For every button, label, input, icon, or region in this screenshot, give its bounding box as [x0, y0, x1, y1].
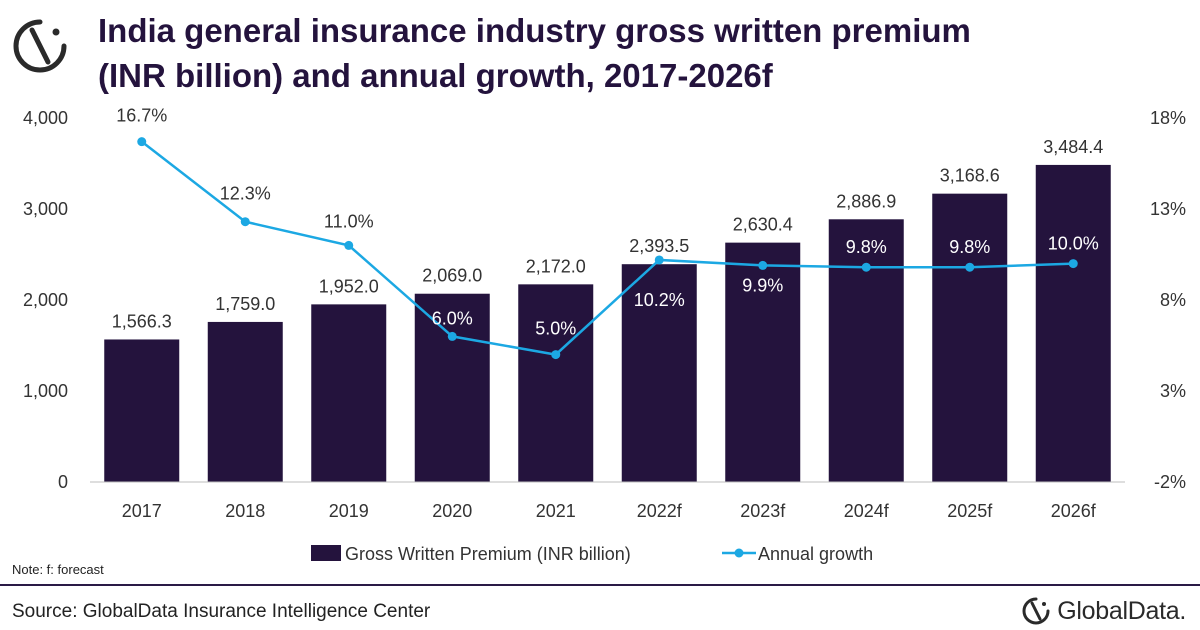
right-axis-tick-label: 13%: [1150, 199, 1186, 219]
x-axis-tick-label: 2023f: [740, 501, 786, 521]
growth-line: [140, 140, 1074, 356]
legend: Gross Written Premium (INR billion) Annua…: [311, 544, 873, 564]
right-axis-tick-label: -2%: [1154, 472, 1186, 492]
growth-value-label: 6.0%: [432, 308, 473, 328]
left-axis-tick-label: 0: [58, 472, 68, 492]
bar-2026f: [1035, 164, 1111, 482]
source-text: Source: GlobalData Insurance Intelligenc…: [12, 601, 431, 622]
x-axis-tick-label: 2022f: [637, 501, 683, 521]
bar-2019: [311, 304, 387, 482]
left-axis-tick-label: 3,000: [23, 199, 68, 219]
growth-point-2026f: [1068, 259, 1078, 269]
legend-bar-swatch: [311, 545, 341, 561]
bar-value-label: 1,759.0: [215, 294, 275, 314]
x-axis-tick-label: 2025f: [947, 501, 993, 521]
x-axis-tick-label: 2026f: [1051, 501, 1097, 521]
bar-value-label: 3,168.6: [940, 166, 1000, 186]
x-axis-tick-label: 2024f: [844, 501, 890, 521]
growth-point-2019: [344, 240, 354, 250]
right-axis-tick-label: 18%: [1150, 108, 1186, 128]
growth-value-labels: 16.7% 12.3% 11.0% 6.0% 5.0% 10.2% 9.9% 9.8% 9.8%…: [116, 106, 1099, 339]
legend-line-label: Annual growth: [758, 544, 873, 564]
right-axis-tick-label: 8%: [1160, 290, 1186, 310]
left-axis-tick-label: 4,000: [23, 108, 68, 128]
bar-2017: [104, 339, 180, 482]
bar-value-label: 2,069.0: [422, 266, 482, 286]
brand-logo: GlobalData.: [1021, 596, 1186, 626]
growth-value-label: 16.7%: [116, 106, 167, 126]
bar-2018: [207, 321, 283, 482]
x-axis: 2017 2018 2019 2020 2021 2022f 2023f 2024f 2025f…: [122, 501, 1097, 521]
growth-point-2021: [551, 350, 561, 360]
growth-value-label: 9.8%: [949, 237, 990, 257]
bar-value-label: 1,952.0: [319, 276, 379, 296]
x-axis-tick-label: 2020: [432, 501, 472, 521]
bar-2022f: [621, 264, 697, 482]
globaldata-brand-icon: [1022, 597, 1050, 625]
growth-value-label: 10.2%: [634, 290, 685, 310]
growth-point-2017: [137, 137, 147, 147]
bar-value-label: 1,566.3: [112, 311, 172, 331]
bar-2024f: [828, 219, 904, 482]
bar-value-label: 2,393.5: [629, 236, 689, 256]
growth-value-label: 12.3%: [220, 184, 271, 204]
growth-point-2022f: [654, 255, 664, 265]
bar-value-label: 2,172.0: [526, 256, 586, 276]
x-axis-tick-label: 2021: [536, 501, 576, 521]
growth-point-2018: [240, 217, 250, 227]
growth-value-label: 9.9%: [742, 275, 783, 295]
legend-bar-label: Gross Written Premium (INR billion): [345, 544, 631, 564]
right-axis-tick-label: 3%: [1160, 381, 1186, 401]
chart-area: 0 1,000 2,000 3,000 4,000 -2% 3% 8% 13% 18% 2017…: [23, 106, 1186, 564]
left-axis-tick-label: 1,000: [23, 381, 68, 401]
right-axis: -2% 3% 8% 13% 18%: [1150, 108, 1186, 492]
growth-point-2020: [447, 331, 457, 341]
x-axis-tick-label: 2018: [225, 501, 265, 521]
growth-point-2025f: [965, 262, 975, 272]
growth-line-series: [137, 137, 1078, 360]
footer-divider: [0, 584, 1200, 586]
left-axis-tick-label: 2,000: [23, 290, 68, 310]
chart-title-line-1: India general insurance industry gross w…: [98, 12, 971, 49]
chart-title: India general insurance industry gross w…: [98, 8, 1178, 98]
growth-value-label: 9.8%: [846, 237, 887, 257]
bar-value-label: 3,484.4: [1043, 137, 1103, 157]
x-axis-tick-label: 2017: [122, 501, 162, 521]
growth-point-2024f: [861, 262, 871, 272]
bar-2020: [414, 293, 490, 482]
legend-line-marker: [734, 548, 744, 558]
growth-value-label: 11.0%: [324, 211, 374, 231]
brand-name: GlobalData.: [1057, 596, 1186, 625]
globaldata-logo-icon: [13, 19, 67, 73]
bar-value-labels: 1,566.3 1,759.0 1,952.0 2,069.0 2,172.0 2,393…: [112, 137, 1104, 332]
growth-value-label: 5.0%: [535, 319, 576, 339]
footnote: Note: f: forecast: [12, 562, 104, 577]
chart-title-line-2: (INR billion) and annual growth, 2017-20…: [98, 57, 773, 94]
left-axis: 0 1,000 2,000 3,000 4,000: [23, 108, 68, 492]
growth-point-2023f: [758, 260, 768, 270]
x-axis-tick-label: 2019: [329, 501, 369, 521]
bar-2021: [518, 284, 594, 482]
bar-value-label: 2,886.9: [836, 191, 896, 211]
bar-2025f: [932, 193, 1008, 482]
bar-value-label: 2,630.4: [733, 215, 793, 235]
growth-value-label: 10.0%: [1048, 234, 1099, 254]
bar-series: [104, 164, 1111, 482]
bar-2023f: [725, 242, 801, 482]
